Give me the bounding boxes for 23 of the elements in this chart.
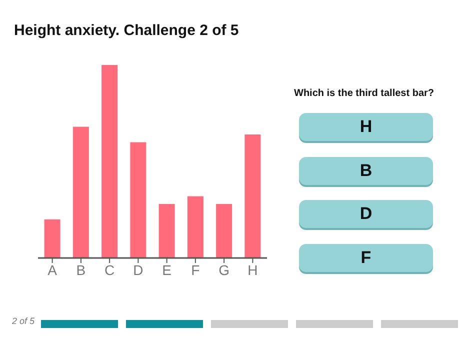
- x-tick-label: B: [76, 262, 86, 278]
- bar: [72, 126, 89, 258]
- chart-title: Height anxiety. Challenge 2 of 5: [14, 22, 239, 39]
- bar: [244, 134, 261, 258]
- answer-button: B: [299, 156, 433, 184]
- x-tick-label: A: [48, 262, 58, 278]
- answer-button: H: [299, 113, 433, 141]
- bar: [102, 65, 118, 258]
- bar: [158, 204, 175, 258]
- bar: [187, 196, 204, 258]
- bar: [130, 142, 146, 258]
- x-tick-label: E: [162, 262, 172, 278]
- bar: [44, 219, 60, 258]
- text: 2 of 5: [12, 316, 35, 326]
- answer-button: F: [299, 244, 433, 272]
- x-tick-label: G: [218, 262, 230, 278]
- bar: [216, 204, 232, 258]
- x-tick-label: H: [248, 262, 258, 278]
- text: Which is the third tallest bar?: [294, 88, 434, 99]
- x-tick-label: C: [104, 262, 115, 278]
- x-tick-label: D: [133, 262, 144, 278]
- answer-button: D: [299, 200, 433, 228]
- x-tick-label: F: [191, 262, 200, 278]
